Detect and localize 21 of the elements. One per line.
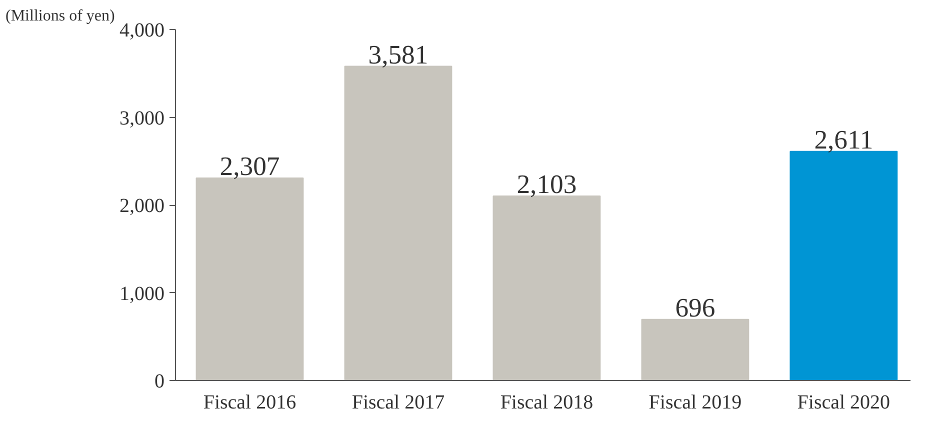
bar bbox=[641, 318, 750, 380]
y-tick-label: 3,000 bbox=[120, 107, 164, 130]
data-label: 2,611 bbox=[814, 124, 874, 154]
x-tick-label: Fiscal 2019 bbox=[648, 392, 742, 414]
y-tick-label: 1,000 bbox=[120, 282, 164, 305]
data-label: 3,581 bbox=[368, 39, 428, 70]
data-label: 696 bbox=[675, 292, 716, 322]
y-axis-title: (Millions of yen) bbox=[6, 8, 115, 24]
bar bbox=[196, 178, 304, 380]
data-label: 2,307 bbox=[220, 151, 280, 182]
y-tick-label: 0 bbox=[154, 370, 164, 392]
bar bbox=[492, 195, 601, 380]
x-tick-label: Fiscal 2016 bbox=[203, 392, 296, 414]
x-tick-label: Fiscal 2017 bbox=[352, 392, 445, 414]
data-label: 2,103 bbox=[516, 168, 577, 199]
bar bbox=[790, 150, 898, 380]
x-tick-label: Fiscal 2020 bbox=[797, 392, 890, 414]
y-tick-label: 2,000 bbox=[120, 195, 164, 217]
y-tick-label: 4,000 bbox=[120, 20, 164, 42]
bar bbox=[344, 66, 452, 380]
x-tick-label: Fiscal 2018 bbox=[500, 392, 594, 414]
